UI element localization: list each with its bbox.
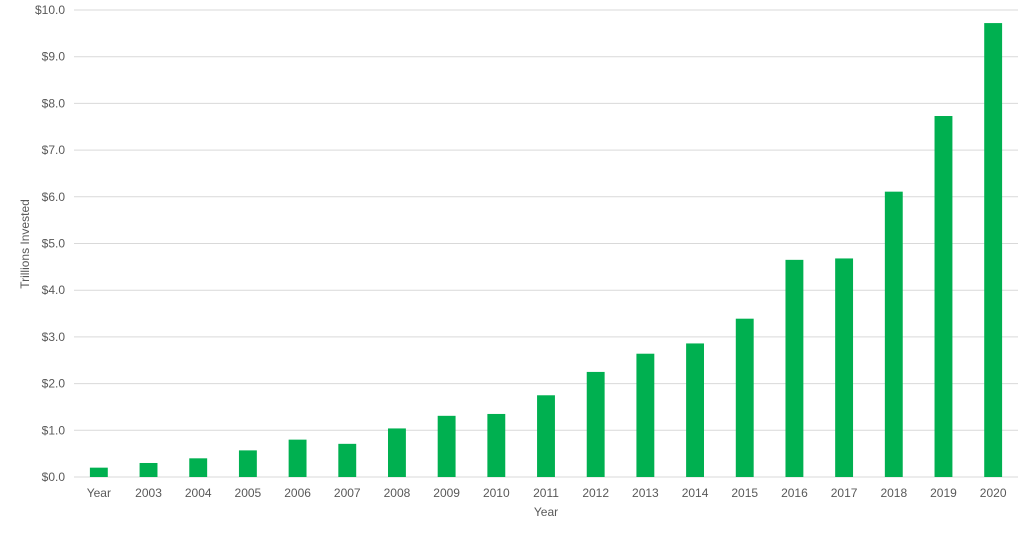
- bar: [388, 428, 406, 477]
- x-tick-label: 2018: [880, 486, 907, 500]
- x-tick-label: 2017: [831, 486, 858, 500]
- x-tick-label: 2012: [582, 486, 609, 500]
- x-tick-label: 2010: [483, 486, 510, 500]
- bar: [686, 343, 704, 477]
- bar: [735, 318, 754, 477]
- x-tick-label: 2008: [384, 486, 411, 500]
- y-tick-label: $2.0: [42, 377, 66, 391]
- gridlines: [74, 9, 1018, 478]
- y-tick-label: $0.0: [42, 470, 66, 484]
- bar: [338, 443, 357, 477]
- y-tick-label: $10.0: [35, 3, 65, 17]
- y-tick-label: $4.0: [42, 283, 66, 297]
- x-tick-label: 2019: [930, 486, 957, 500]
- y-tick-label: $9.0: [42, 50, 66, 64]
- bars: [89, 23, 1003, 478]
- x-tick-label: 2015: [731, 486, 758, 500]
- bar: [537, 395, 555, 477]
- y-tick-label: $5.0: [42, 237, 66, 251]
- y-tick-label: $3.0: [42, 330, 66, 344]
- bar: [835, 258, 854, 477]
- y-axis-title: Trillions Invested: [18, 199, 32, 289]
- y-tick-label: $8.0: [42, 96, 66, 110]
- x-tick-label: 2005: [235, 486, 262, 500]
- x-tick-label: 2004: [185, 486, 212, 500]
- x-axis-title: Year: [534, 505, 558, 519]
- x-tick-label: 2006: [284, 486, 311, 500]
- bar: [437, 415, 456, 477]
- bar: [238, 450, 257, 477]
- x-tick-label: 2009: [433, 486, 460, 500]
- x-tick-label: 2007: [334, 486, 361, 500]
- bar: [139, 462, 158, 477]
- x-tick-label: 2020: [980, 486, 1007, 500]
- x-tick-label: 2016: [781, 486, 808, 500]
- x-tick-label: 2013: [632, 486, 659, 500]
- y-tick-label: $6.0: [42, 190, 66, 204]
- x-tick-label: Year: [87, 486, 111, 500]
- x-tick-label: 2011: [533, 486, 559, 500]
- bar: [934, 116, 953, 477]
- bar: [785, 259, 804, 477]
- bar: [189, 458, 208, 477]
- x-axis-ticks: Year 2003 2004 2005 2006 2007 2008 2009 2010 2011…: [87, 486, 1007, 500]
- x-tick-label: 2003: [135, 486, 162, 500]
- y-axis-ticks: $0.0 $1.0 $2.0 $3.0 $4.0 $5.0 $6.0 $7.0 $8.0 $9.0…: [35, 3, 65, 484]
- x-tick-label: 2014: [682, 486, 709, 500]
- bar: [487, 413, 506, 477]
- bar: [884, 191, 903, 477]
- bar: [288, 439, 307, 477]
- y-tick-label: $1.0: [42, 423, 66, 437]
- y-tick-label: $7.0: [42, 143, 66, 157]
- bar: [636, 353, 655, 477]
- bar: [984, 23, 1003, 478]
- bar: [586, 371, 605, 477]
- bar: [89, 467, 108, 477]
